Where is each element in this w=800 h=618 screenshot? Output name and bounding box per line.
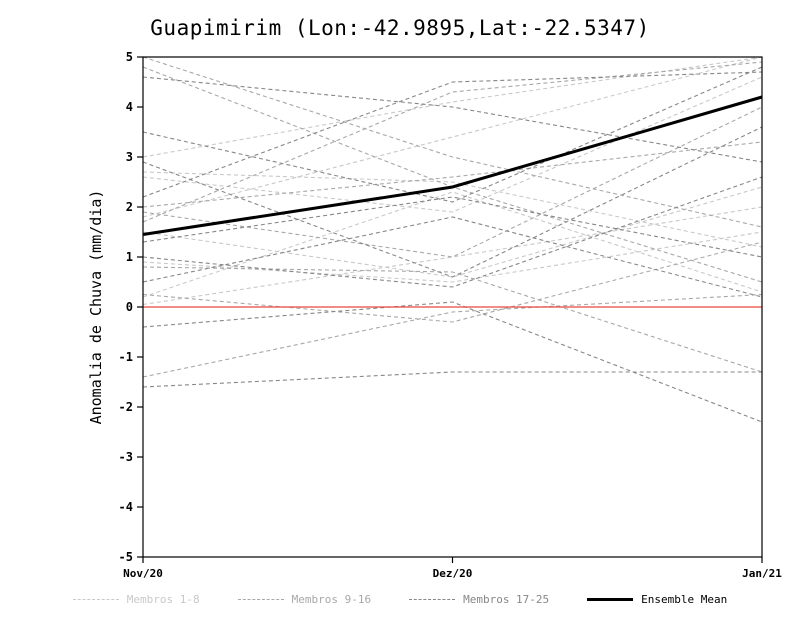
svg-text:-1: -1	[119, 350, 133, 364]
svg-text:Dez/20: Dez/20	[433, 567, 473, 580]
dashed-line-swatch-medium	[237, 599, 284, 600]
legend-label: Membros 1-8	[126, 593, 200, 606]
dashed-line-swatch-light	[72, 599, 119, 600]
legend: Membros 1-8 Membros 9-16 Membros 17-25 E…	[0, 593, 800, 606]
legend-label: Membros 17-25	[463, 593, 550, 606]
dashed-line-swatch-dark	[409, 599, 456, 600]
legend-item-membros-1-8: Membros 1-8	[72, 593, 200, 606]
svg-text:3: 3	[126, 150, 133, 164]
svg-text:-3: -3	[119, 450, 133, 464]
svg-text:2: 2	[126, 200, 133, 214]
svg-text:Nov/20: Nov/20	[123, 567, 163, 580]
legend-item-ensemble-mean: Ensemble Mean	[587, 593, 727, 606]
svg-text:-2: -2	[119, 400, 133, 414]
chart-title: Guapimirim (Lon:-42.9895,Lat:-22.5347)	[150, 16, 650, 40]
svg-text:Jan/21: Jan/21	[742, 567, 782, 580]
svg-text:4: 4	[126, 100, 133, 114]
legend-item-membros-17-25: Membros 17-25	[409, 593, 549, 606]
svg-text:-4: -4	[119, 500, 133, 514]
legend-label: Membros 9-16	[291, 593, 372, 606]
legend-item-membros-9-16: Membros 9-16	[237, 593, 372, 606]
svg-text:-5: -5	[119, 550, 133, 564]
solid-line-swatch	[587, 598, 634, 601]
svg-text:1: 1	[126, 250, 133, 264]
svg-text:0: 0	[126, 300, 133, 314]
legend-label: Ensemble Mean	[641, 593, 728, 606]
svg-text:5: 5	[126, 50, 133, 64]
